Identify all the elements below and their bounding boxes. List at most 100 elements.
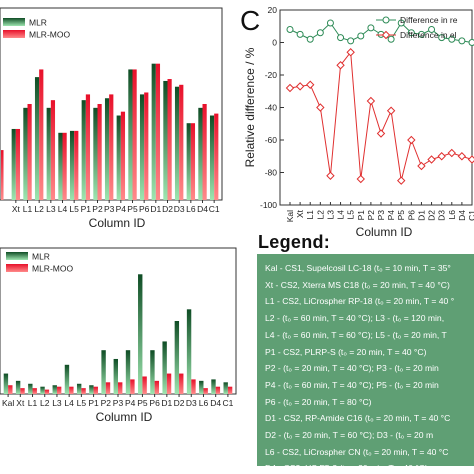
point-0-P1 (357, 32, 365, 40)
x-tick-label-C1: C1 (467, 210, 474, 221)
x-tick-label-D2: D2 (427, 210, 437, 221)
legend-line: P1 - CS2, PLRP-S (t₀ = 20 min, T = 40 °C… (265, 346, 427, 357)
bar-mlr-P5 (128, 69, 133, 200)
legend-marker-re (382, 16, 390, 24)
x-tick-label-Kal: Kal (2, 398, 14, 408)
x-tick-label-D3: D3 (186, 398, 197, 408)
point-1-P6 (407, 135, 416, 145)
bar-chart-top-svg: Xt L1 L2 L3 L4 L5 P1 P2 P3 P4 P5 P6 D1 D2 D3 L6 D4 C1 Colu… (0, 7, 223, 230)
x-tick-label-P5: P5 (127, 204, 138, 214)
x-tick-label-P1: P1 (356, 210, 366, 221)
bar-mlr-P6 (150, 350, 155, 394)
point-0-P2 (367, 24, 375, 32)
x-tick-label-L3: L3 (46, 204, 56, 214)
bar-mlr-moo-C1 (227, 386, 233, 394)
point-0-L1 (306, 35, 314, 43)
x-tick-label-L4: L4 (336, 210, 346, 220)
bar-mlr-L4 (64, 364, 70, 394)
point-0-D3 (438, 34, 446, 42)
x-axis-title: Column ID (96, 410, 153, 424)
point-0-D2 (428, 26, 436, 33)
bar-mlr-Kal (3, 373, 9, 394)
legend-marker-el (381, 30, 391, 40)
x-tick-label-L5: L5 (69, 204, 79, 214)
bar-mlr-moo-C1 (214, 113, 219, 200)
legend-line: L6 - CS2, LiCrospher CN (t₀ = 20 min, T … (265, 446, 449, 457)
bar-mlr-moo-L3 (56, 386, 62, 394)
bar-mlr-D4 (211, 379, 216, 394)
point-1-L6 (447, 148, 456, 158)
legend-line: P4 - (t₀ = 60 min, T = 40 °C); P5 - (t₀ … (265, 379, 439, 390)
bar-mlr-moo-P3 (109, 94, 114, 200)
legend-label-el: Difference in el (400, 30, 457, 40)
x-tick-label-L1: L1 (305, 210, 315, 220)
bar-mlr-D1 (162, 341, 167, 394)
point-0-L5 (347, 37, 355, 45)
x-tick-label-Xt: Xt (16, 398, 25, 408)
bar-mlr-P5 (138, 274, 143, 394)
x-tick-label-P6: P6 (406, 210, 416, 221)
bar-mlr-moo-P2 (97, 104, 102, 200)
x-tick-label-P2: P2 (101, 398, 112, 408)
point-1-C1 (467, 155, 474, 164)
x-tick-label-D3: D3 (437, 210, 447, 221)
legend-label-mlr: MLR (32, 252, 50, 262)
point-1-L1 (306, 80, 315, 89)
x-tick-label-L4: L4 (58, 204, 68, 214)
x-tick-label-D4: D4 (457, 210, 467, 221)
point-1-L5 (346, 48, 355, 57)
panel-letter-c: C (240, 5, 260, 36)
point-1-P3 (376, 129, 386, 138)
x-tick-label-P5: P5 (396, 210, 406, 221)
bar-mlr-L2 (34, 77, 40, 200)
bar-mlr-P2 (93, 107, 98, 200)
bar-mlr-moo-P5 (132, 69, 137, 200)
bar-mlr-L1 (28, 383, 33, 394)
x-tick-label-L2: L2 (315, 210, 325, 220)
bar-mlr-P4 (116, 115, 121, 200)
bar-mlr-moo-D3 (179, 84, 184, 200)
line-chart-svg: C -100 -80 -60 -40 -20 0 20 Relative difference … (240, 5, 474, 239)
bar-mlr-moo-P6 (154, 380, 160, 394)
x-tick-label-L6: L6 (447, 210, 457, 220)
legend-line: D1 - CS2, RP-Amide C16 (t₀ = 20 min, T =… (265, 413, 451, 424)
x-tick-label-P6: P6 (149, 398, 160, 408)
bar-mlr-D3 (186, 309, 192, 394)
legend-swatch-mlr (3, 18, 25, 26)
x-tick-label-P1: P1 (81, 204, 92, 214)
x-tick-label-P6: P6 (139, 204, 150, 214)
x-tick-label-L5: L5 (77, 398, 87, 408)
point-0-Kal (286, 26, 294, 33)
bar-mlr-moo-D4 (202, 104, 207, 200)
x-tick-label-P3: P3 (113, 398, 124, 408)
point-1-L2 (316, 103, 325, 112)
bar-mlr-moo-L6 (203, 388, 208, 394)
bar-mlr-Xt (15, 380, 21, 394)
bar-mlr-P1 (89, 385, 94, 394)
x-tick-label-L1: L1 (23, 204, 33, 214)
x-tick-label-L6: L6 (186, 204, 196, 214)
bar-mlr-L1 (23, 107, 28, 200)
y-tick-label: -100 (260, 200, 277, 210)
legend-line: L2 - (t₀ = 60 min, T = 40 °C); L3 - (t₀ … (265, 313, 445, 324)
bar-mlr-moo-P4 (130, 379, 135, 394)
point-1-D1 (417, 161, 426, 171)
legend-line: Xt - CS2, Xterra MS C18 (t₀ = 20 min, T … (265, 279, 450, 290)
point-0-P5 (397, 19, 405, 27)
x-axis-title: Column ID (89, 216, 146, 230)
x-tick-label-D4: D4 (210, 398, 221, 408)
x-tick-label-Kal: Kal (285, 210, 295, 222)
x-tick-label-C1: C1 (222, 398, 233, 408)
point-0-D4 (458, 37, 466, 45)
x-tick-label-L2: L2 (34, 204, 44, 214)
bar-mlr-moo-D1 (155, 63, 161, 201)
point-1-P5 (397, 176, 406, 185)
bar-mlr-P3 (113, 358, 118, 394)
y-tick-label: -60 (265, 135, 278, 145)
bar-mlr-L6 (199, 380, 204, 394)
legend-line: P6 - (t₀ = 20 min, T = 80 °C) (265, 396, 372, 407)
bar-mlr-P4 (125, 350, 131, 394)
point-1-D2 (427, 155, 436, 164)
bar-mlr-moo-D2 (167, 79, 172, 200)
legend-swatch-mlr (6, 252, 28, 260)
